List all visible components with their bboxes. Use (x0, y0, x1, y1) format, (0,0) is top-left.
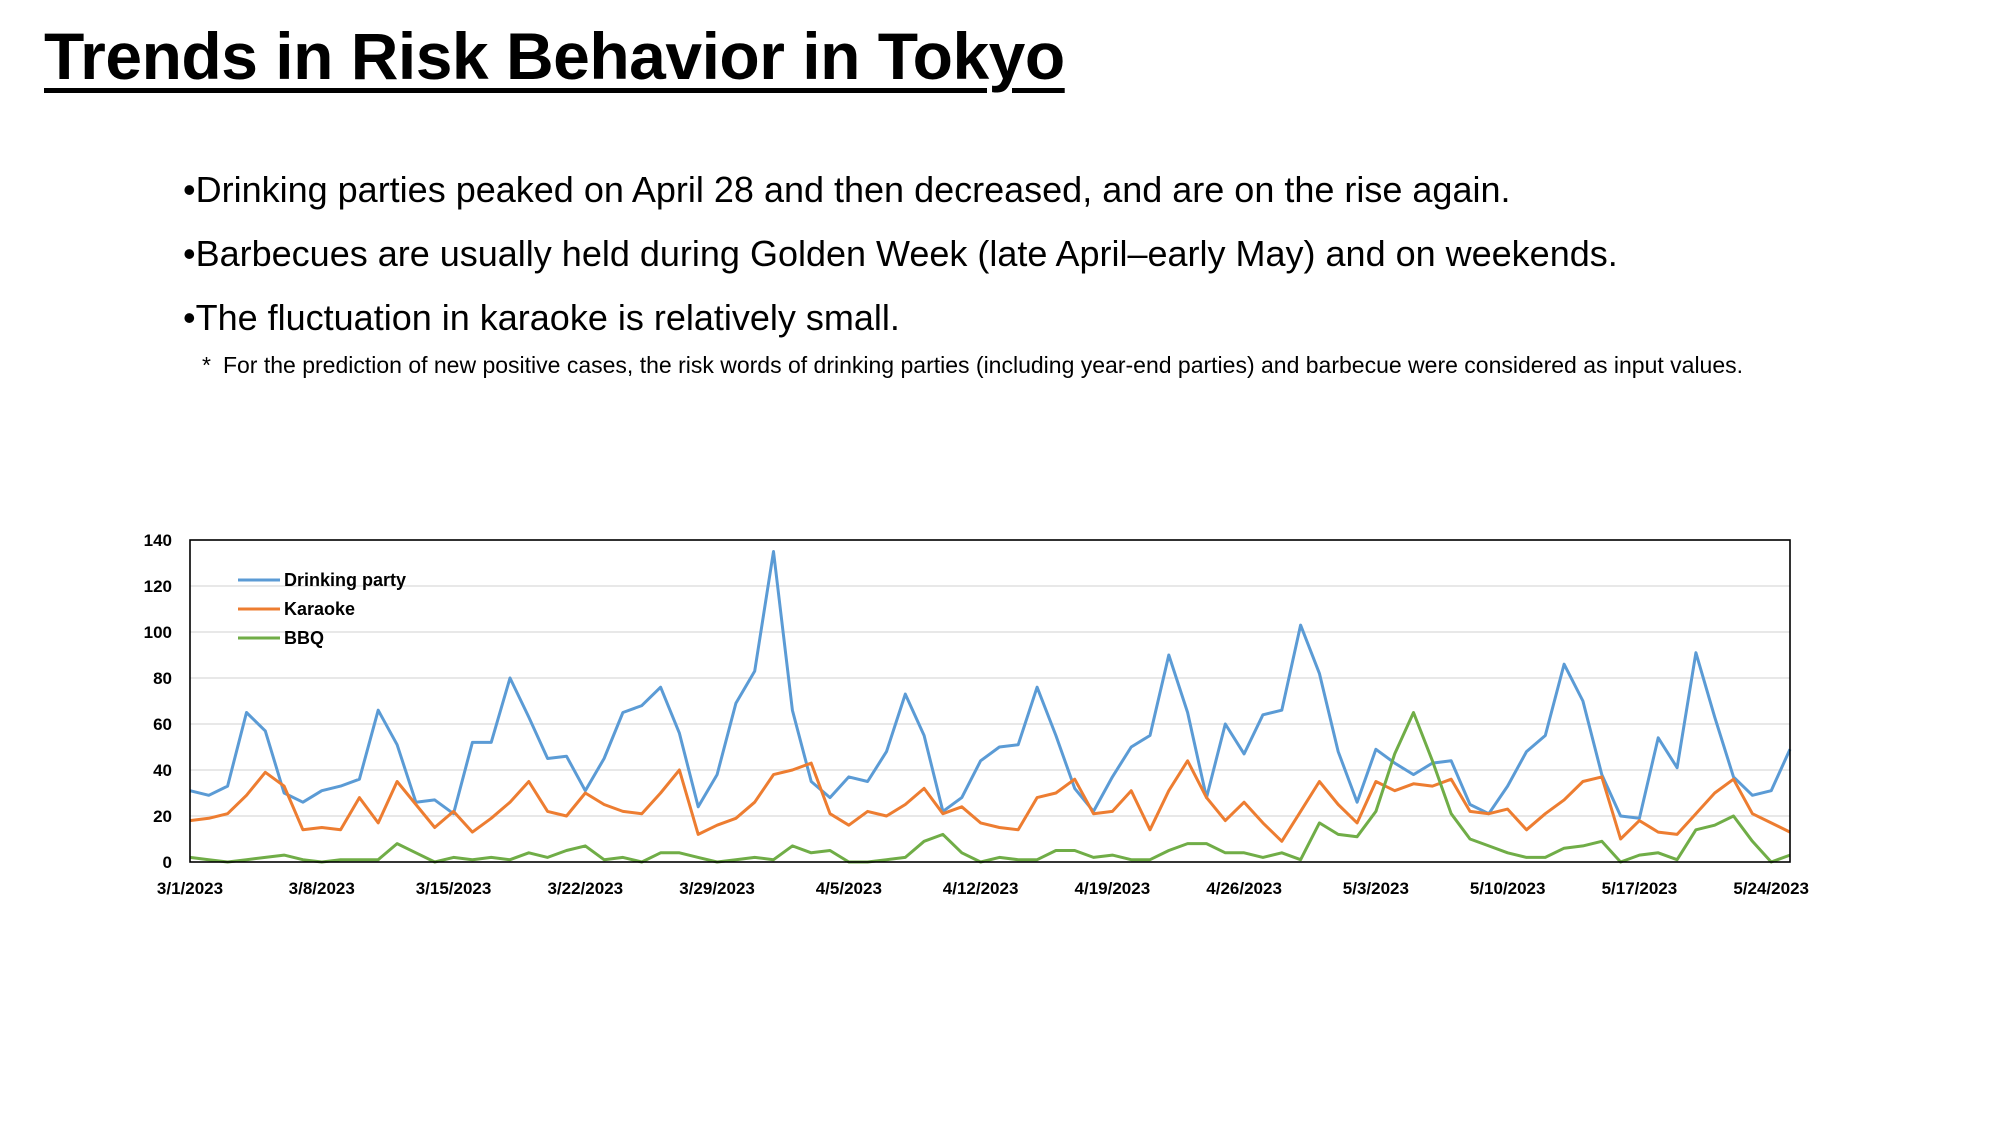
footnote-mark: * (202, 352, 211, 378)
y-tick-label: 60 (153, 715, 172, 734)
series-line-bbq (189, 711, 1791, 864)
x-tick-label: 3/8/2023 (289, 879, 355, 898)
x-tick-label: 3/29/2023 (679, 879, 755, 898)
x-tick-label: 4/26/2023 (1206, 879, 1282, 898)
plot-area-frame (189, 539, 1791, 863)
line-chart: 0 20 40 60 80 100 120 140 3/1/2023 3/8/2023 3/15/2… (144, 531, 1809, 898)
bullet-karaoke: •The fluctuation in karaoke is relativel… (183, 297, 900, 338)
y-tick-label: 140 (144, 531, 172, 550)
x-tick-label: 5/24/2023 (1733, 879, 1809, 898)
y-tick-label: 40 (153, 761, 172, 780)
x-tick-label: 5/10/2023 (1470, 879, 1546, 898)
y-tick-label: 80 (153, 669, 172, 688)
page-title: Trends in Risk Behavior in Tokyo (44, 19, 1065, 93)
y-tick-label: 20 (153, 807, 172, 826)
x-tick-label: 3/1/2023 (157, 879, 223, 898)
x-tick-label: 3/15/2023 (416, 879, 492, 898)
x-tick-label: 5/17/2023 (1602, 879, 1678, 898)
x-tick-label: 4/19/2023 (1075, 879, 1151, 898)
x-tick-label: 5/3/2023 (1343, 879, 1409, 898)
bullet-drinking-parties: •Drinking parties peaked on April 28 and… (183, 169, 1511, 210)
x-tick-label: 4/12/2023 (943, 879, 1019, 898)
x-tick-label: 3/22/2023 (547, 879, 623, 898)
legend-label: BBQ (284, 628, 324, 648)
footnote-text: For the prediction of new positive cases… (222, 352, 1744, 378)
y-tick-label: 120 (144, 577, 172, 596)
bullet-barbecues: •Barbecues are usually held during Golde… (183, 233, 1618, 274)
y-tick-label: 100 (144, 623, 172, 642)
series-line-karaoke (189, 759, 1791, 843)
footnote: * For the prediction of new positive case… (202, 352, 1743, 379)
y-tick-label: 0 (163, 853, 172, 872)
series-line-drinking-party (189, 550, 1792, 820)
bullet-list: •Drinking parties peaked on April 28 and… (183, 158, 1618, 350)
x-tick-label: 4/5/2023 (816, 879, 882, 898)
legend-label: Karaoke (284, 599, 355, 619)
legend-label: Drinking party (284, 570, 406, 590)
